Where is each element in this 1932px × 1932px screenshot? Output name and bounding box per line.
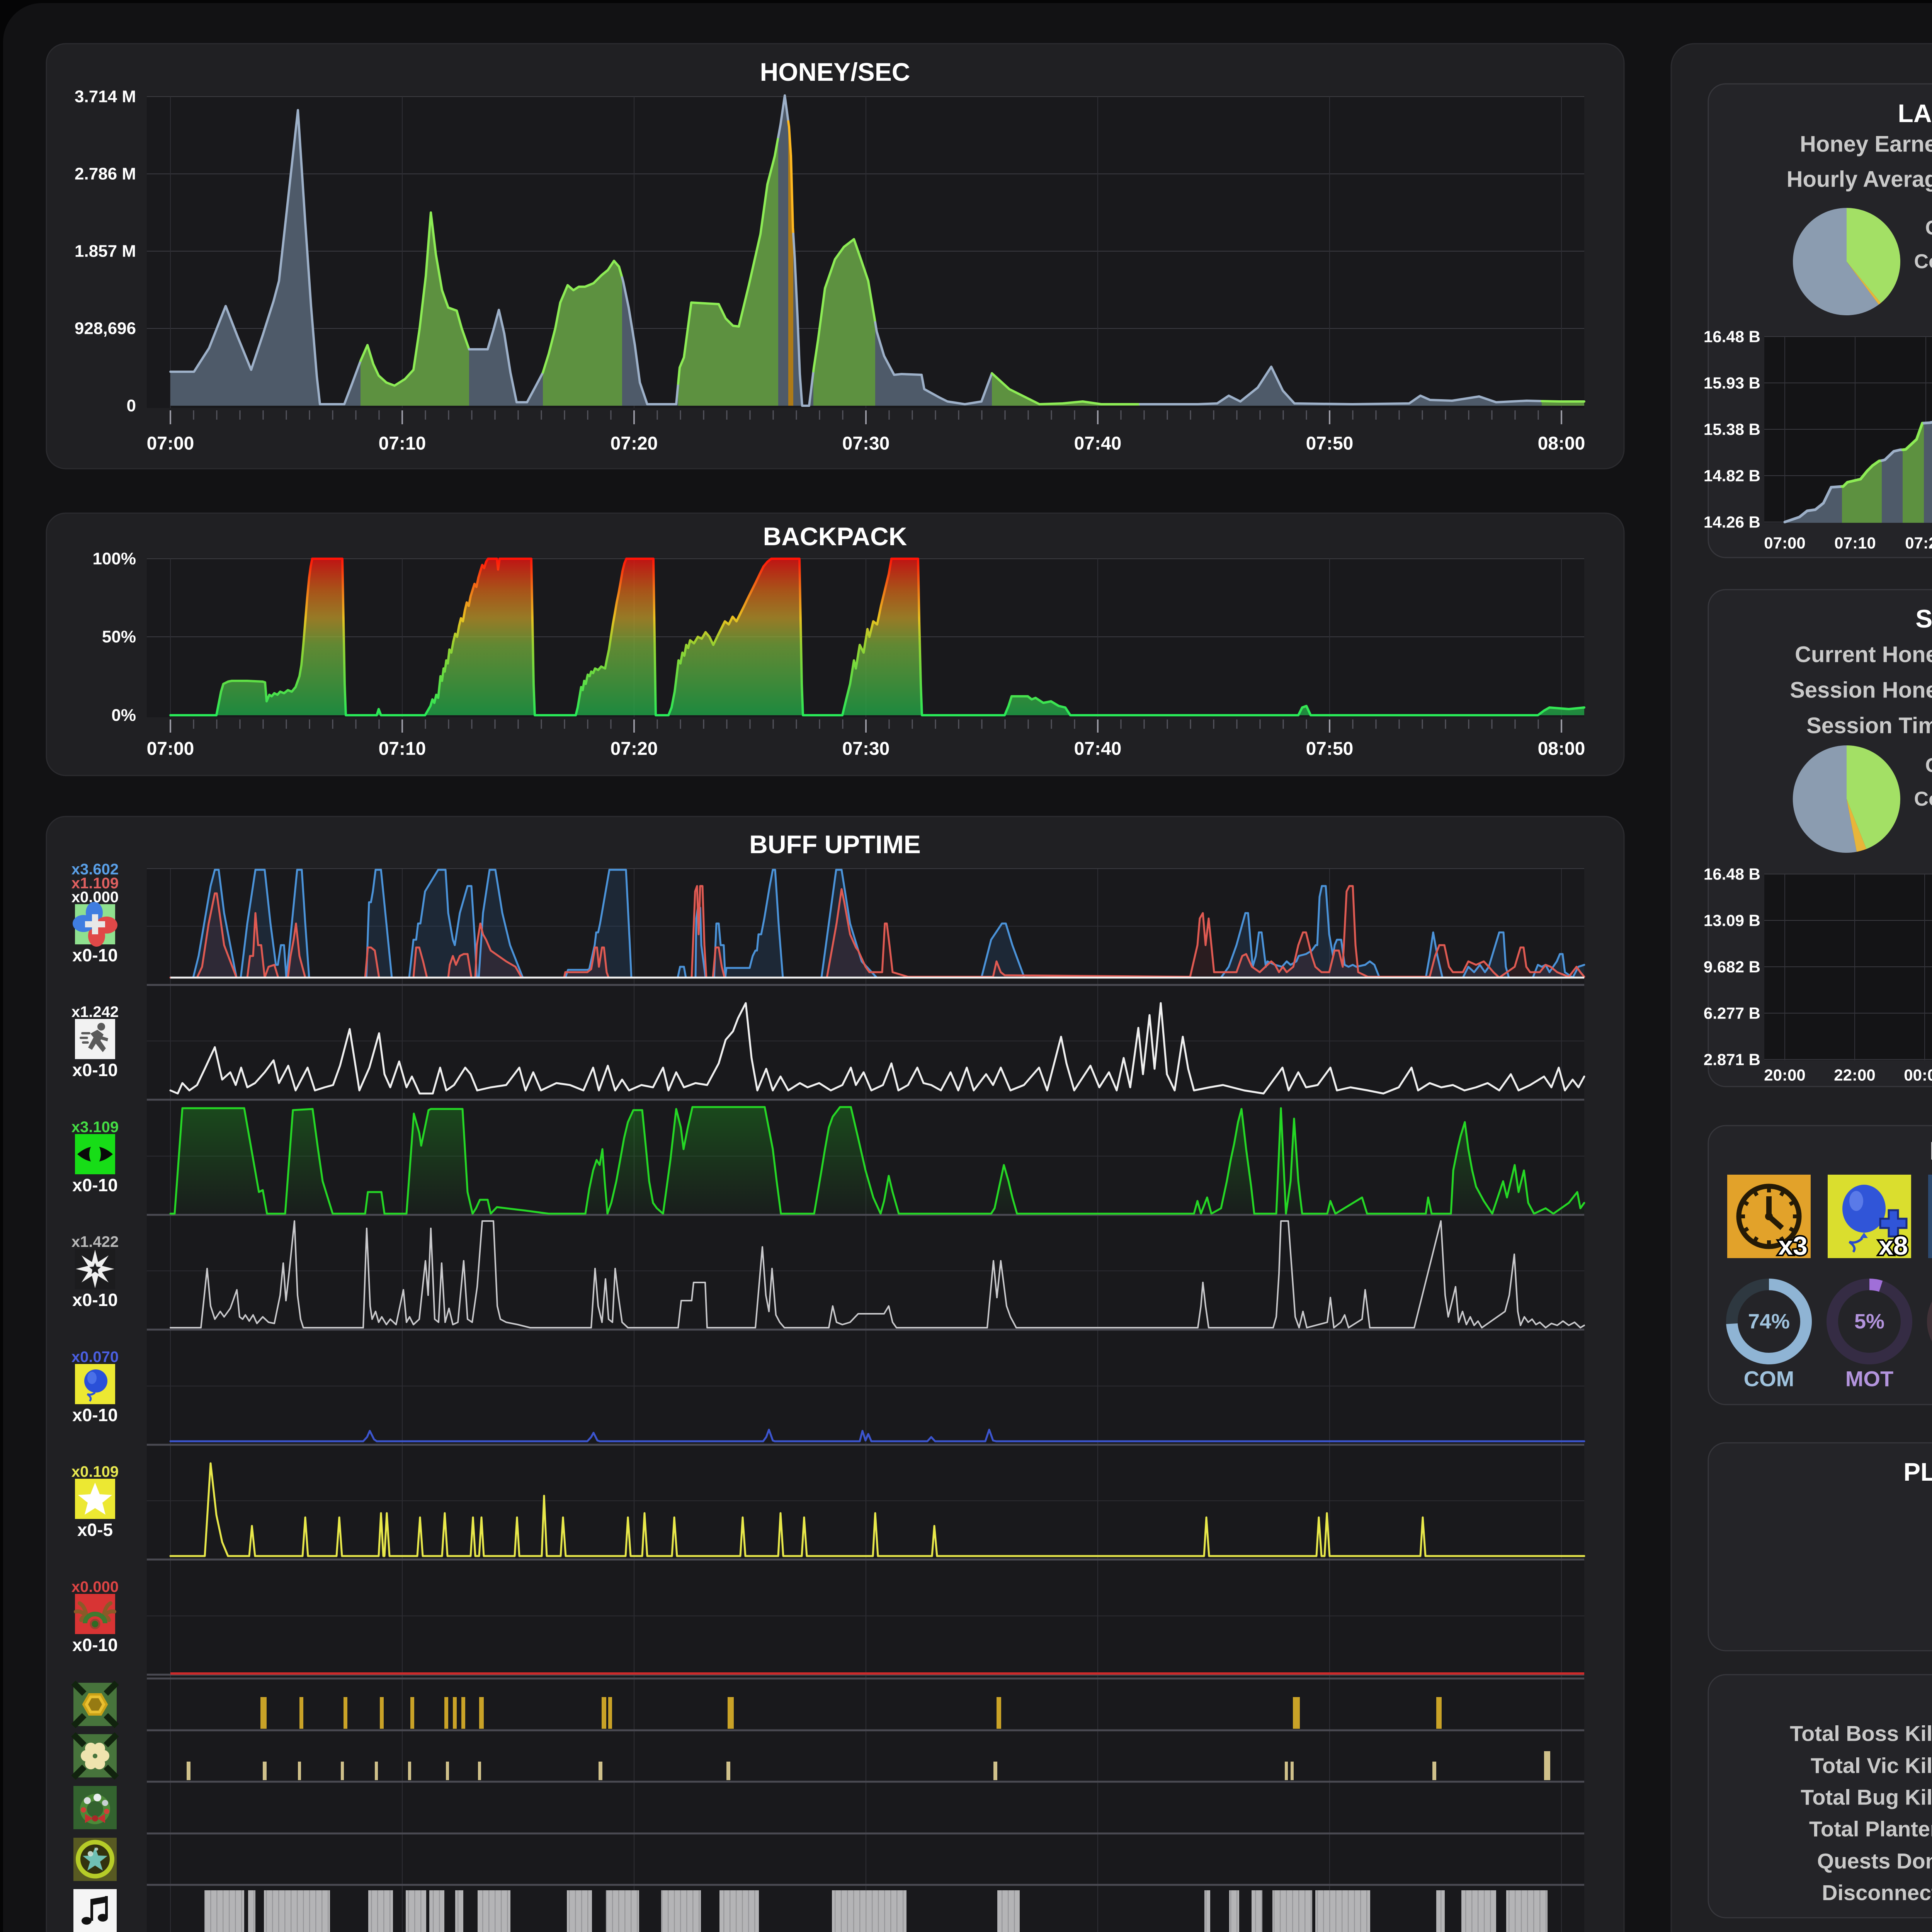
svg-text:07:20: 07:20 — [611, 739, 658, 759]
svg-text:07:00: 07:00 — [147, 739, 194, 759]
svg-text:MOT: MOT — [1845, 1367, 1893, 1391]
svg-text:9.682 B: 9.682 B — [1704, 958, 1760, 976]
svg-text:07:40: 07:40 — [1074, 434, 1122, 454]
svg-text:x3: x3 — [1778, 1231, 1808, 1260]
svg-text:07:40: 07:40 — [1074, 739, 1122, 759]
svg-text:74%: 74% — [1748, 1310, 1790, 1333]
svg-text:x0-5: x0-5 — [77, 1520, 113, 1540]
svg-text:15.38 B: 15.38 B — [1704, 420, 1760, 439]
svg-text:Convert: Convert — [1914, 250, 1932, 273]
svg-text:Hourly Average: Hourly Average — [1787, 167, 1932, 192]
svg-text:x0-10: x0-10 — [72, 1290, 118, 1310]
svg-text:Disconnects: Disconnects — [1822, 1881, 1932, 1905]
svg-text:07:20: 07:20 — [611, 434, 658, 454]
svg-text:Honey Earned: Honey Earned — [1800, 132, 1932, 157]
svg-text:14.82 B: 14.82 B — [1704, 467, 1760, 485]
svg-text:COM: COM — [1744, 1367, 1794, 1391]
svg-text:x0-10: x0-10 — [72, 1060, 118, 1080]
svg-text:16.48 B: 16.48 B — [1704, 328, 1760, 346]
svg-text:LAST HOUR: LAST HOUR — [1898, 99, 1932, 128]
svg-text:PLANTERS: PLANTERS — [1903, 1458, 1932, 1486]
svg-text:x0.000: x0.000 — [71, 1578, 119, 1595]
svg-text:x0.070: x0.070 — [71, 1349, 119, 1366]
svg-text:Convert: Convert — [1914, 788, 1932, 810]
svg-text:13.09 B: 13.09 B — [1704, 912, 1760, 930]
svg-text:Total Bug Kills: Total Bug Kills — [1801, 1785, 1932, 1810]
svg-text:Total Planters: Total Planters — [1809, 1817, 1932, 1841]
svg-text:Gather: Gather — [1925, 754, 1932, 777]
svg-text:07:50: 07:50 — [1306, 434, 1354, 454]
svg-text:x3.109: x3.109 — [71, 1119, 119, 1136]
svg-text:0: 0 — [127, 396, 136, 415]
svg-text:x8: x8 — [1879, 1231, 1908, 1260]
svg-text:Current Honey: Current Honey — [1795, 642, 1932, 667]
svg-text:07:00: 07:00 — [147, 434, 194, 454]
svg-text:07:20: 07:20 — [1905, 534, 1932, 552]
svg-text:07:10: 07:10 — [379, 434, 426, 454]
svg-text:x0.000: x0.000 — [71, 889, 119, 906]
svg-text:x0-10: x0-10 — [72, 1175, 118, 1195]
svg-text:x0-10: x0-10 — [72, 945, 118, 965]
svg-text:x0.109: x0.109 — [71, 1463, 119, 1480]
svg-text:50%: 50% — [102, 628, 136, 646]
svg-text:1.857 M: 1.857 M — [75, 242, 136, 261]
svg-text:BUFFS: BUFFS — [1930, 1136, 1932, 1165]
svg-text:07:00: 07:00 — [1764, 534, 1805, 552]
svg-text:Total Vic Kills: Total Vic Kills — [1811, 1753, 1932, 1778]
svg-text:2.786 M: 2.786 M — [75, 165, 136, 184]
svg-text:07:10: 07:10 — [379, 739, 426, 759]
svg-text:HONEY/SEC: HONEY/SEC — [760, 58, 910, 86]
svg-text:6.277 B: 6.277 B — [1704, 1004, 1760, 1022]
svg-text:Session Time: Session Time — [1806, 713, 1932, 738]
svg-text:928,696: 928,696 — [75, 319, 136, 338]
svg-text:x1.242: x1.242 — [71, 1003, 119, 1020]
svg-text:x1.109: x1.109 — [71, 875, 119, 892]
svg-text:x1.422: x1.422 — [71, 1233, 119, 1250]
svg-text:08:00: 08:00 — [1538, 434, 1585, 454]
svg-text:20:00: 20:00 — [1764, 1066, 1805, 1084]
svg-text:x0-10: x0-10 — [72, 1635, 118, 1655]
svg-text:07:30: 07:30 — [842, 739, 890, 759]
svg-text:BUFF UPTIME: BUFF UPTIME — [749, 830, 921, 859]
svg-text:2.871 B: 2.871 B — [1704, 1051, 1760, 1069]
svg-text:00:00: 00:00 — [1904, 1066, 1932, 1084]
svg-text:15.93 B: 15.93 B — [1704, 374, 1760, 392]
svg-text:100%: 100% — [92, 549, 136, 568]
svg-text:0%: 0% — [111, 706, 136, 725]
svg-text:22:00: 22:00 — [1834, 1066, 1875, 1084]
svg-text:x3.602: x3.602 — [71, 861, 119, 878]
svg-text:5%: 5% — [1854, 1310, 1884, 1333]
svg-text:08:00: 08:00 — [1538, 739, 1585, 759]
svg-text:Total Boss Kills: Total Boss Kills — [1790, 1721, 1932, 1746]
svg-text:07:10: 07:10 — [1834, 534, 1876, 552]
svg-text:14.26 B: 14.26 B — [1704, 513, 1760, 531]
svg-text:Quests Done: Quests Done — [1817, 1849, 1932, 1873]
svg-text:07:30: 07:30 — [842, 434, 890, 454]
svg-text:x0-10: x0-10 — [72, 1405, 118, 1425]
svg-text:Gather: Gather — [1925, 217, 1932, 239]
svg-text:16.48 B: 16.48 B — [1704, 865, 1760, 883]
svg-text:SESSION: SESSION — [1915, 604, 1932, 633]
svg-text:BACKPACK: BACKPACK — [763, 522, 907, 551]
svg-text:07:50: 07:50 — [1306, 739, 1354, 759]
svg-text:Session Honey: Session Honey — [1790, 678, 1932, 703]
svg-text:3.714 M: 3.714 M — [75, 87, 136, 106]
